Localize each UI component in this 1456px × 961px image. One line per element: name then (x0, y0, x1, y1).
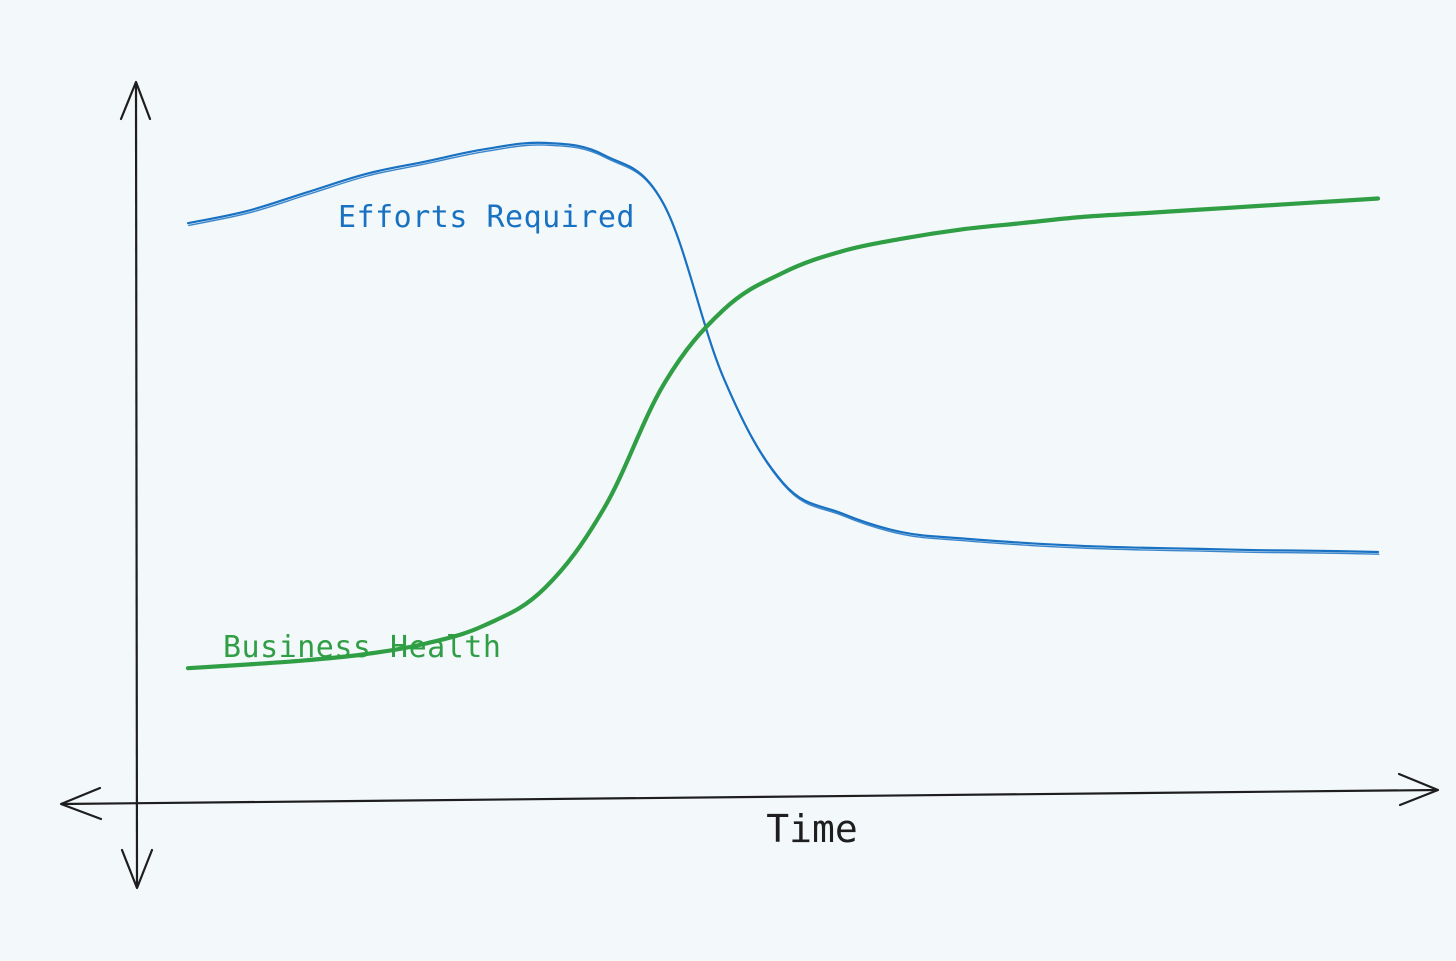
series-label-efforts-required: Efforts Required (338, 200, 635, 235)
x-axis-left-arrow (59, 786, 103, 821)
series-line-efforts-required-sketch-stroke (188, 144, 1380, 555)
x-axis-line (60, 788, 1439, 806)
series-line-business-health (185, 196, 1381, 671)
series-label-business-health: Business Health (223, 630, 501, 665)
x-axis-right-arrow (1397, 772, 1440, 807)
y-axis-top-arrow (119, 80, 152, 121)
axes: Time (59, 80, 1440, 890)
series-layer (185, 141, 1381, 671)
x-axis-label: Time (766, 807, 858, 851)
y-axis-line (134, 81, 139, 889)
y-axis-bottom-arrow (120, 848, 154, 890)
